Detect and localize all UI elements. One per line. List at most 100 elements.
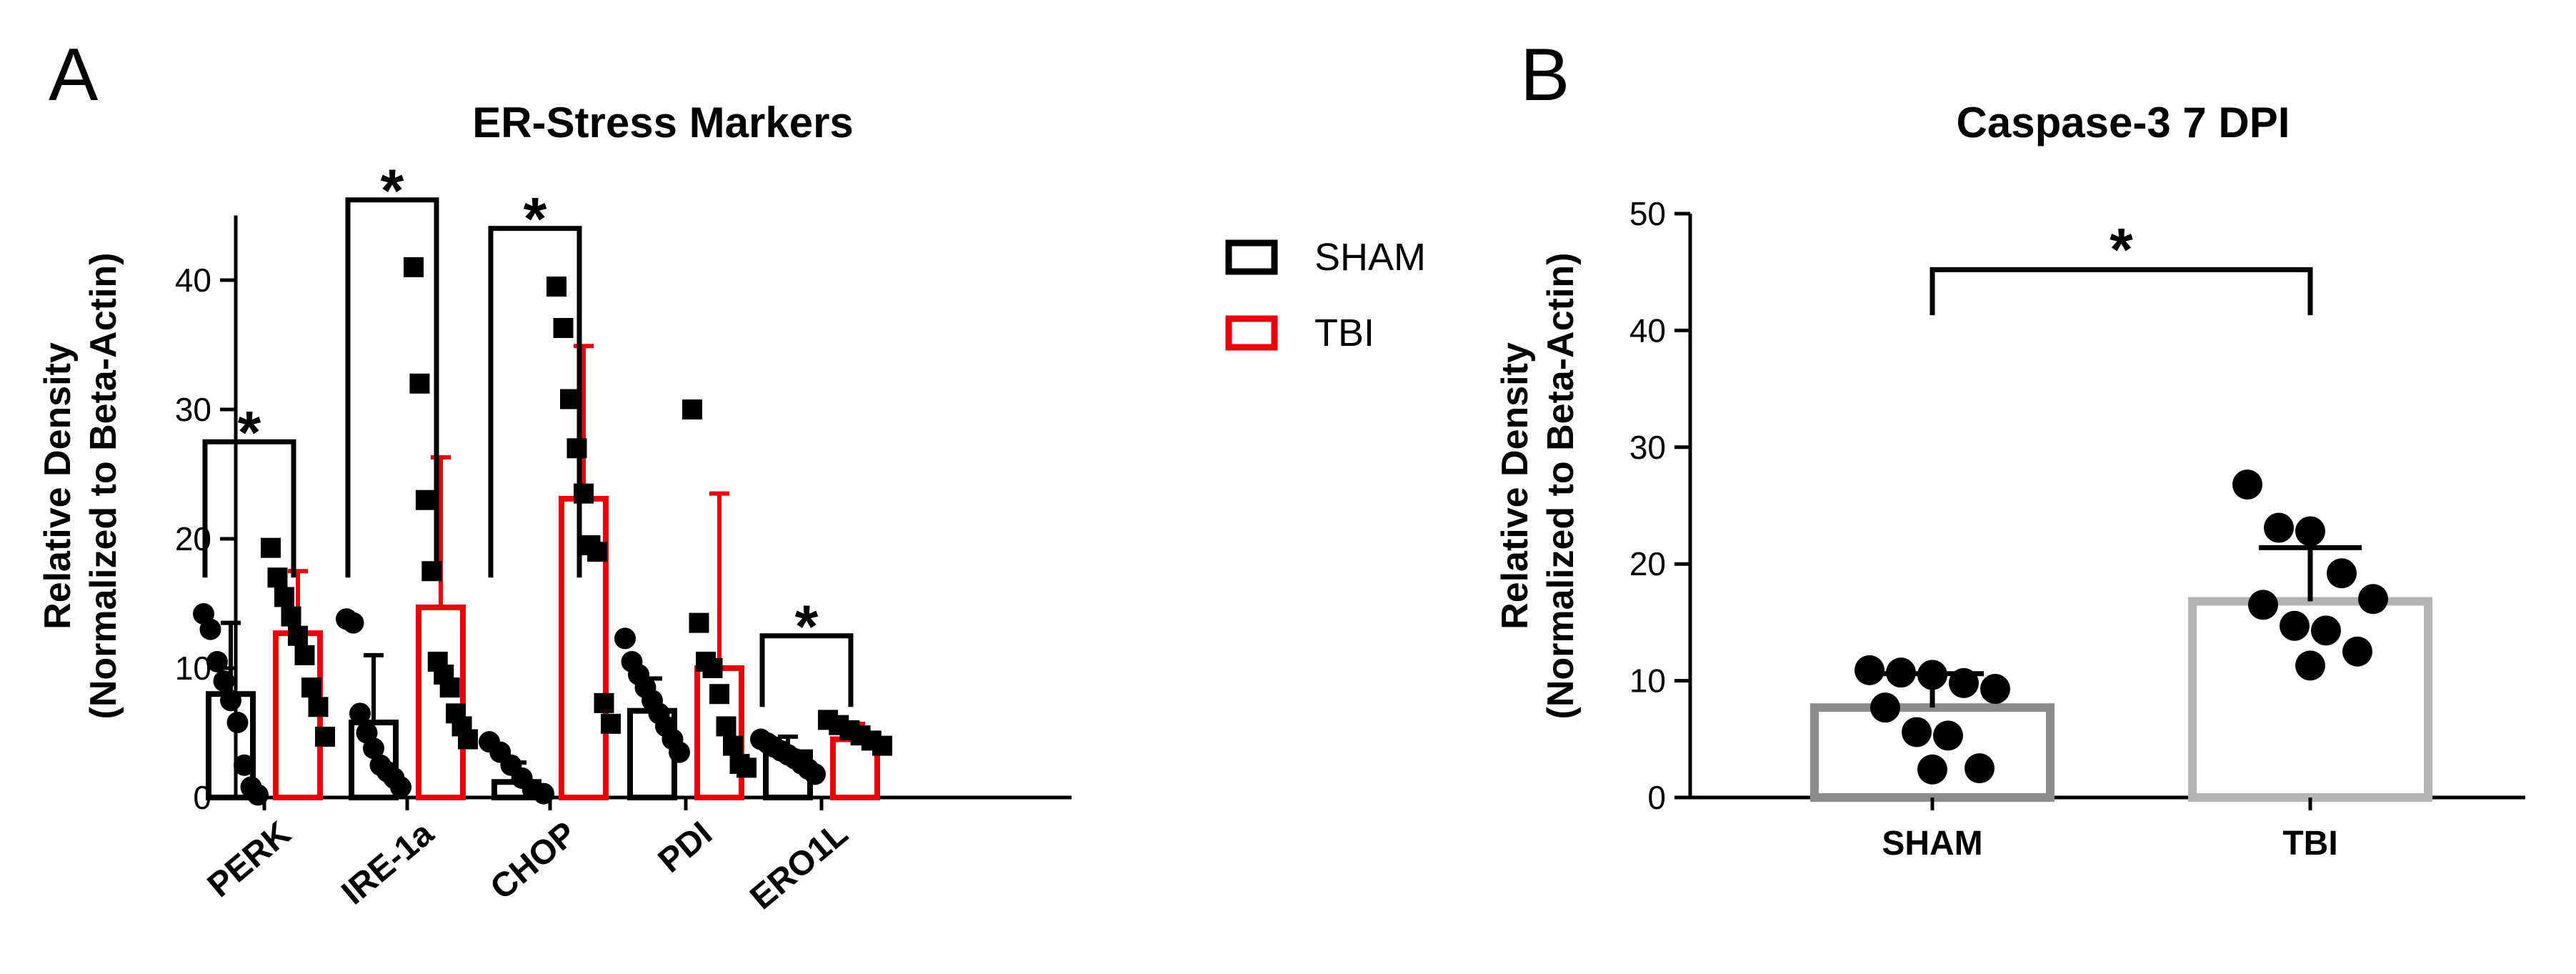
data-point-tbi xyxy=(2295,650,2325,681)
data-point-tbi xyxy=(458,729,478,750)
y-tick-label: 50 xyxy=(1629,195,1666,232)
legend-label-tbi: TBI xyxy=(1314,312,1374,354)
panel-a-ylabel-line1: Relative Density xyxy=(37,342,79,630)
data-point-sham xyxy=(199,618,221,640)
data-point-tbi xyxy=(587,542,607,562)
data-point-tbi xyxy=(267,567,288,588)
data-point-tbi xyxy=(294,645,315,665)
legend-swatch-tbi xyxy=(1225,315,1278,351)
bar-tbi xyxy=(2188,597,2432,802)
legend-label-sham: SHAM xyxy=(1314,236,1426,279)
data-point-sham xyxy=(1980,674,2010,705)
significance-star: * xyxy=(795,592,819,660)
data-point-tbi xyxy=(439,677,460,698)
x-tick-label: IRE-1a xyxy=(335,815,441,913)
data-point-sham xyxy=(1949,667,1979,698)
panel-a-letter: A xyxy=(49,34,99,116)
x-tick-label: ERO1L xyxy=(743,815,855,917)
data-point-tbi xyxy=(415,490,436,510)
data-point-sham xyxy=(669,741,690,763)
panel-b: B Caspase-3 7 DPI Relative Density (Norm… xyxy=(1494,34,2525,863)
data-point-tbi xyxy=(594,692,614,713)
data-point-tbi xyxy=(546,277,566,297)
data-point-sham xyxy=(213,670,235,692)
data-point-sham xyxy=(220,690,241,712)
data-point-tbi xyxy=(872,735,892,756)
data-point-tbi xyxy=(689,612,709,633)
data-point-tbi xyxy=(2358,584,2388,615)
data-point-tbi xyxy=(2311,615,2341,646)
significance-bracket xyxy=(202,439,296,578)
panel-b-ylabel-line2: (Normalized to Beta-Actin) xyxy=(1540,253,1582,720)
x-tick-label: PDI xyxy=(652,815,719,880)
data-point-tbi xyxy=(404,257,424,277)
data-point-tbi xyxy=(560,389,580,409)
x-tick-label: PERK xyxy=(201,815,298,905)
data-point-tbi xyxy=(409,373,430,394)
data-point-sham xyxy=(1854,655,1884,685)
panel-b-title: Caspase-3 7 DPI xyxy=(1957,99,2290,146)
data-point-tbi xyxy=(723,735,743,756)
legend: SHAM TBI xyxy=(1225,236,1426,354)
y-tick-label: 30 xyxy=(1629,429,1666,466)
panel-b-plot-area: 0 10 20 30 40 50 SHAM TBI * xyxy=(1629,195,2525,863)
y-tick-label: 40 xyxy=(175,262,211,299)
data-point-tbi xyxy=(281,606,301,627)
y-tick-label: 0 xyxy=(1647,779,1666,816)
data-point-sham xyxy=(349,702,371,725)
data-point-sham xyxy=(363,737,384,760)
significance-bracket xyxy=(488,226,582,578)
data-point-sham xyxy=(226,712,249,734)
significance-star: * xyxy=(381,156,404,224)
panel-b-ylabel-line1: Relative Density xyxy=(1494,342,1536,630)
data-point-tbi xyxy=(315,726,335,747)
data-point-tbi xyxy=(702,658,723,678)
data-point-sham xyxy=(206,650,228,672)
data-point-tbi xyxy=(737,757,757,778)
data-point-tbi xyxy=(716,716,737,737)
y-tick-label: 30 xyxy=(175,391,211,428)
panel-a: A ER-Stress Markers Relative Density (No… xyxy=(37,34,1426,917)
data-point-sham xyxy=(234,754,255,776)
data-point-sham xyxy=(614,627,636,650)
data-point-sham xyxy=(342,612,364,634)
data-point-tbi xyxy=(601,713,621,734)
data-point-tbi xyxy=(2232,469,2262,500)
data-point-tbi xyxy=(2264,512,2294,543)
x-tick-label: TBI xyxy=(2282,825,2337,863)
significance-bracket xyxy=(759,633,854,707)
significance-star: * xyxy=(2110,216,2133,283)
data-point-tbi xyxy=(301,677,321,698)
significance-star: * xyxy=(524,185,547,252)
y-tick-label: 10 xyxy=(175,650,211,687)
data-point-tbi xyxy=(2327,558,2357,589)
data-point-tbi xyxy=(308,697,329,717)
data-point-sham xyxy=(1933,720,1963,751)
y-tick-label: 10 xyxy=(1629,662,1666,700)
data-point-sham xyxy=(1965,753,1995,784)
significance-bracket xyxy=(345,197,439,578)
x-tick-label: CHOP xyxy=(484,815,584,908)
x-tick-label: SHAM xyxy=(1882,825,1982,863)
data-point-sham xyxy=(390,776,411,798)
data-point-tbi xyxy=(709,684,729,705)
y-tick-label: 40 xyxy=(1629,312,1666,349)
data-point-tbi xyxy=(274,587,294,607)
panel-b-letter: B xyxy=(1520,34,1569,116)
data-point-tbi xyxy=(261,537,281,558)
data-point-sham xyxy=(804,763,826,785)
data-point-tbi xyxy=(2248,590,2278,620)
data-point-tbi xyxy=(574,483,594,504)
data-point-tbi xyxy=(288,625,308,646)
legend-swatch-sham xyxy=(1225,239,1278,275)
significance-bracket xyxy=(1929,267,2313,316)
data-point-sham xyxy=(1886,657,1916,688)
y-tick-label: 20 xyxy=(1629,545,1666,582)
data-point-tbi xyxy=(682,399,702,419)
data-point-tbi xyxy=(2280,610,2310,641)
significance-star: * xyxy=(238,399,261,466)
data-point-sham xyxy=(1902,717,1932,747)
data-point-sham xyxy=(1917,754,1947,785)
